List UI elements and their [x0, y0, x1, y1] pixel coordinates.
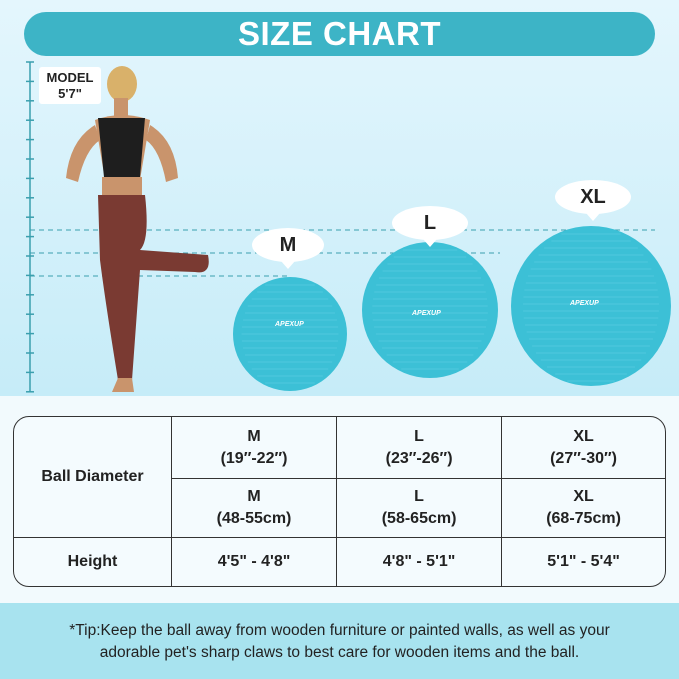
size-illustration — [26, 61, 671, 393]
size-bubble-m: M — [252, 228, 324, 269]
tip-line-1: *Tip:Keep the ball away from wooden furn… — [69, 622, 610, 639]
cell-text: (19″-22″) — [220, 449, 288, 467]
page-title: SIZE CHART — [24, 12, 655, 56]
size-table: Ball Diameter M (19″-22″) L (23″-26″) XL (2… — [13, 416, 666, 587]
model-height-label: MODEL 5'7" — [39, 67, 101, 104]
cell-height-m: 4'5" - 4'8" — [172, 538, 338, 586]
model-label: MODEL — [46, 70, 94, 85]
height-ruler — [26, 61, 34, 393]
ball-l — [362, 242, 498, 378]
cell-cm-m: M (48-55cm) — [172, 479, 338, 538]
brand-logo-m: APEXUP — [275, 321, 304, 328]
cell-cm-l: L (58-65cm) — [337, 479, 503, 538]
brand-logo-l: APEXUP — [412, 310, 441, 317]
row-header-height: Height — [14, 538, 172, 586]
cell-text: (68-75cm) — [546, 510, 621, 527]
cell-inch-m: M (19″-22″) — [172, 417, 338, 479]
cell-inch-l: L (23″-26″) — [337, 417, 503, 479]
tip-line-2: adorable pet's sharp claws to best care … — [99, 644, 580, 661]
cell-text: XL — [573, 427, 594, 445]
size-bubble-xl: XL — [555, 180, 631, 221]
cell-text: XL — [573, 488, 594, 505]
model-height: 5'7" — [58, 86, 82, 101]
cell-text: (58-65cm) — [381, 510, 457, 527]
cell-cm-xl: XL (68-75cm) — [502, 479, 665, 538]
cell-text: M — [247, 427, 261, 445]
cell-text: L — [414, 488, 424, 505]
row-header-ball-diameter: Ball Diameter — [14, 417, 172, 538]
cell-text: (23″-26″) — [385, 449, 453, 467]
cell-text: M — [247, 488, 261, 505]
tip-banner: *Tip:Keep the ball away from wooden furn… — [0, 603, 679, 679]
cell-height-l: 4'8" - 5'1" — [337, 538, 503, 586]
cell-text: L — [414, 427, 424, 445]
brand-logo-xl: APEXUP — [570, 300, 599, 307]
cell-text: (27″-30″) — [550, 449, 617, 467]
cell-height-xl: 5'1" - 5'4" — [547, 553, 620, 570]
cell-text: (48-55cm) — [216, 510, 292, 527]
size-bubble-l: L — [392, 206, 468, 247]
cell-inch-xl: XL (27″-30″) — [502, 417, 665, 479]
model-figure — [66, 66, 209, 392]
